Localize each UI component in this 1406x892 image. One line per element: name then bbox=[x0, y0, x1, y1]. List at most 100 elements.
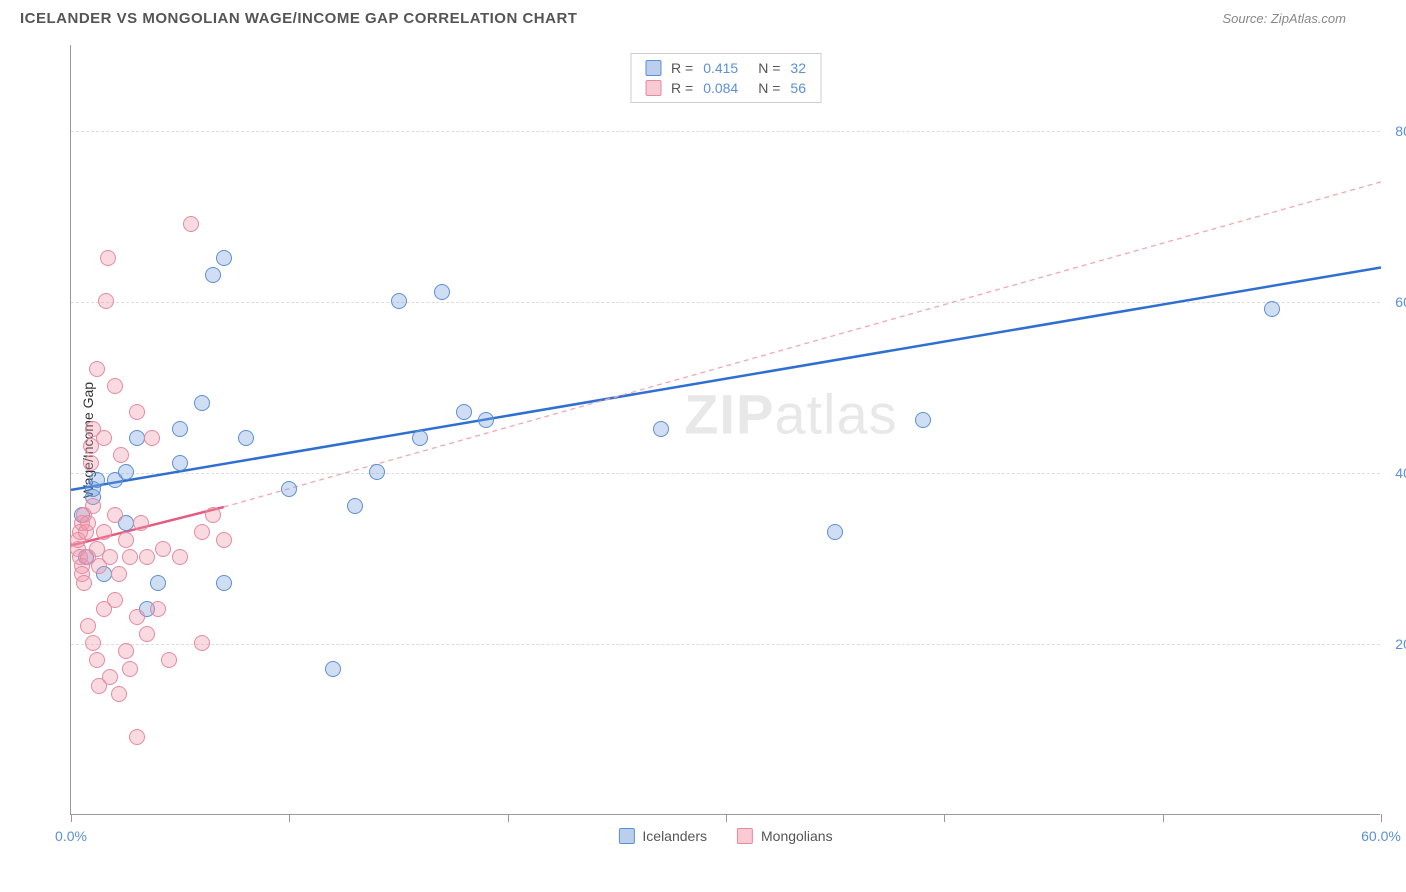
data-point bbox=[96, 430, 112, 446]
y-tick-label: 40.0% bbox=[1395, 465, 1406, 481]
data-point bbox=[80, 618, 96, 634]
n-label: N = bbox=[758, 80, 780, 96]
x-tick bbox=[1381, 814, 1382, 822]
data-point bbox=[85, 498, 101, 514]
data-point bbox=[172, 455, 188, 471]
data-point bbox=[161, 652, 177, 668]
data-point bbox=[107, 507, 123, 523]
data-point bbox=[129, 609, 145, 625]
gridline bbox=[71, 302, 1380, 303]
data-point bbox=[100, 250, 116, 266]
data-point bbox=[89, 472, 105, 488]
source-attribution: Source: ZipAtlas.com bbox=[1222, 11, 1346, 26]
data-point bbox=[456, 404, 472, 420]
legend-swatch bbox=[645, 80, 661, 96]
data-point bbox=[347, 498, 363, 514]
chart-title: ICELANDER VS MONGOLIAN WAGE/INCOME GAP C… bbox=[20, 10, 577, 27]
data-point bbox=[98, 293, 114, 309]
y-tick-label: 80.0% bbox=[1395, 123, 1406, 139]
x-tick bbox=[726, 814, 727, 822]
data-point bbox=[155, 541, 171, 557]
data-point bbox=[183, 216, 199, 232]
data-point bbox=[194, 524, 210, 540]
data-point bbox=[129, 430, 145, 446]
data-point bbox=[205, 507, 221, 523]
gridline bbox=[71, 131, 1380, 132]
legend-swatch bbox=[737, 828, 753, 844]
data-point bbox=[325, 661, 341, 677]
data-point bbox=[80, 515, 96, 531]
data-point bbox=[434, 284, 450, 300]
data-point bbox=[1264, 301, 1280, 317]
data-point bbox=[216, 250, 232, 266]
legend-item: Mongolians bbox=[737, 828, 833, 844]
data-point bbox=[139, 626, 155, 642]
legend-swatch bbox=[645, 60, 661, 76]
data-point bbox=[89, 361, 105, 377]
data-point bbox=[412, 430, 428, 446]
data-point bbox=[83, 455, 99, 471]
r-label: R = bbox=[671, 60, 693, 76]
n-label: N = bbox=[758, 60, 780, 76]
n-value: 56 bbox=[790, 80, 806, 96]
data-point bbox=[111, 686, 127, 702]
chart-container: Wage/Income Gap ZIPatlas R =0.415N =32R … bbox=[50, 45, 1390, 835]
gridline bbox=[71, 473, 1380, 474]
data-point bbox=[369, 464, 385, 480]
data-point bbox=[827, 524, 843, 540]
data-point bbox=[118, 464, 134, 480]
r-value: 0.415 bbox=[703, 60, 738, 76]
data-point bbox=[85, 635, 101, 651]
x-tick-label: 0.0% bbox=[55, 828, 87, 844]
series-legend: Icelanders Mongolians bbox=[618, 828, 832, 844]
x-tick bbox=[71, 814, 72, 822]
data-point bbox=[107, 378, 123, 394]
data-point bbox=[194, 635, 210, 651]
data-point bbox=[129, 404, 145, 420]
legend-label: Icelanders bbox=[642, 828, 707, 844]
data-point bbox=[111, 566, 127, 582]
x-tick bbox=[944, 814, 945, 822]
y-tick-label: 20.0% bbox=[1395, 636, 1406, 652]
y-tick-label: 60.0% bbox=[1395, 294, 1406, 310]
data-point bbox=[216, 575, 232, 591]
legend-swatch bbox=[618, 828, 634, 844]
n-value: 32 bbox=[790, 60, 806, 76]
data-point bbox=[238, 430, 254, 446]
x-tick-label: 60.0% bbox=[1361, 828, 1401, 844]
data-point bbox=[172, 549, 188, 565]
plot-area: ZIPatlas R =0.415N =32R =0.084N =56 Icel… bbox=[70, 45, 1380, 815]
data-point bbox=[653, 421, 669, 437]
data-point bbox=[107, 592, 123, 608]
data-point bbox=[118, 532, 134, 548]
data-point bbox=[205, 267, 221, 283]
data-point bbox=[118, 643, 134, 659]
data-point bbox=[216, 532, 232, 548]
watermark: ZIPatlas bbox=[684, 382, 897, 447]
legend-stat-row: R = 0.084 N = 56 bbox=[645, 80, 806, 96]
data-point bbox=[102, 549, 118, 565]
data-point bbox=[133, 515, 149, 531]
data-point bbox=[139, 549, 155, 565]
data-point bbox=[129, 729, 145, 745]
data-point bbox=[281, 481, 297, 497]
r-label: R = bbox=[671, 80, 693, 96]
data-point bbox=[478, 412, 494, 428]
gridline bbox=[71, 644, 1380, 645]
r-value: 0.084 bbox=[703, 80, 738, 96]
x-tick bbox=[508, 814, 509, 822]
x-tick bbox=[289, 814, 290, 822]
data-point bbox=[102, 669, 118, 685]
data-point bbox=[89, 652, 105, 668]
data-point bbox=[172, 421, 188, 437]
data-point bbox=[915, 412, 931, 428]
legend-label: Mongolians bbox=[761, 828, 833, 844]
data-point bbox=[122, 661, 138, 677]
data-point bbox=[144, 430, 160, 446]
data-point bbox=[76, 575, 92, 591]
legend-item: Icelanders bbox=[618, 828, 707, 844]
x-tick bbox=[1163, 814, 1164, 822]
data-point bbox=[150, 575, 166, 591]
data-point bbox=[194, 395, 210, 411]
data-point bbox=[150, 601, 166, 617]
